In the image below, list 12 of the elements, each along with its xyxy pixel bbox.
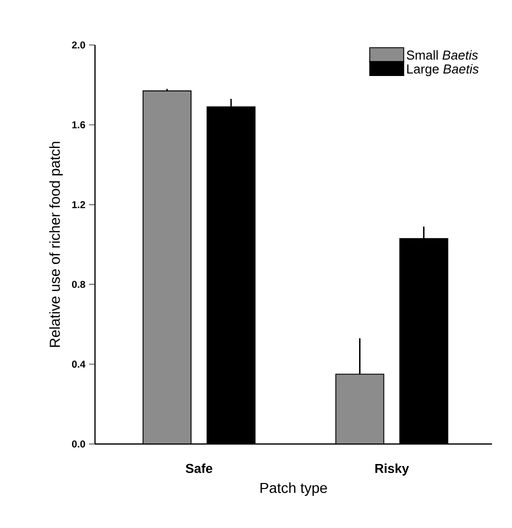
legend-label: Large Baetis: [407, 64, 479, 76]
x-tick-label: Safe: [186, 464, 212, 474]
y-tick-label: 1.6: [72, 121, 86, 128]
legend-label: Small Baetis: [406, 50, 478, 60]
x-tick-label: Risky: [375, 464, 409, 476]
x-axis-title: Patch type: [260, 482, 327, 496]
y-tick-label: 0.4: [72, 360, 86, 368]
y-tick-label: 0.0: [72, 440, 86, 448]
y-axis-title: Relative use of richer food patch: [49, 142, 63, 347]
y-tick-label: 0.8: [72, 280, 86, 288]
y-tick-label: 2.0: [72, 41, 86, 49]
y-tick-label: 1.2: [72, 201, 86, 208]
